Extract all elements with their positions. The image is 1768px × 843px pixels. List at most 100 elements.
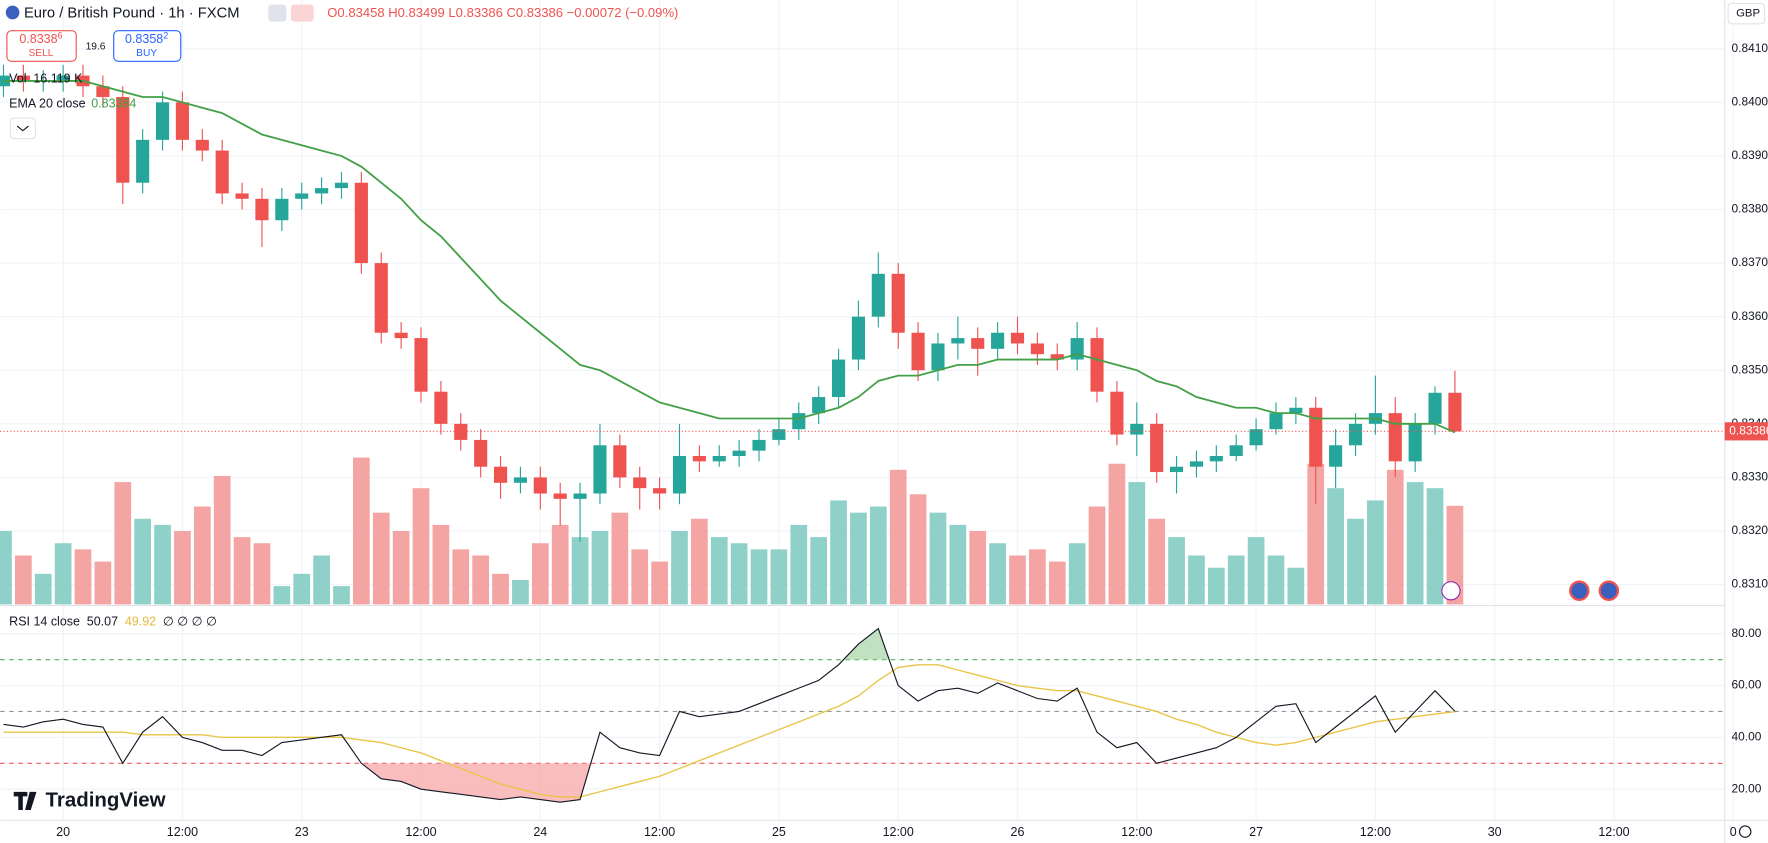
candle-body <box>56 75 70 81</box>
symbol-icon <box>5 5 20 20</box>
sell-button[interactable] <box>6 30 77 62</box>
collapse-button[interactable] <box>9 117 36 140</box>
candle-body <box>334 182 349 189</box>
settings-icon[interactable] <box>1738 825 1752 838</box>
candle-body <box>1150 423 1164 473</box>
candle-body <box>1130 423 1144 435</box>
candle-body <box>235 193 249 199</box>
sell-label: SELL <box>29 48 54 59</box>
candle-body <box>474 439 488 467</box>
x-tick-label: 12:00 <box>167 825 198 839</box>
candle-body <box>692 455 706 462</box>
candle-body <box>1388 413 1402 462</box>
candle-body <box>116 96 130 183</box>
x-tick-label: 23 <box>295 825 309 839</box>
candle-body <box>931 343 945 371</box>
volume-bar <box>989 543 1006 605</box>
candle-body <box>911 332 925 371</box>
x-tick-label: 26 <box>1011 825 1025 839</box>
volume-bar <box>1009 555 1026 605</box>
volume-bar <box>591 531 609 605</box>
candle-body <box>613 445 627 478</box>
candle-body <box>792 413 806 430</box>
rsi-title: RSI 14 close <box>9 615 80 629</box>
volume-legend: Vol 16.119 K <box>9 72 83 86</box>
event-icon[interactable] <box>1569 580 1590 602</box>
candle-body <box>1309 407 1323 467</box>
volume-bar <box>1048 561 1066 605</box>
ohlc-legend: O0.83458 H0.83499 L0.83386 C0.83386 −0.0… <box>327 5 678 20</box>
volume-bar <box>492 573 509 605</box>
candle-body <box>971 338 985 349</box>
rsi-ma-last: 49.92 <box>125 615 156 629</box>
candle-body <box>1289 407 1303 414</box>
candle-body <box>1329 445 1343 467</box>
volume-bar <box>889 469 907 605</box>
buy-price: 0.83582 <box>125 31 168 46</box>
volume-bar <box>233 537 251 605</box>
buy-pip: 2 <box>163 31 168 41</box>
volume-bar <box>54 543 72 605</box>
volume-bar <box>15 555 32 605</box>
candle-body <box>1209 455 1223 462</box>
volume-bar <box>253 543 271 605</box>
volume-bar <box>273 586 291 605</box>
volume-bar <box>74 549 92 605</box>
candle-body <box>96 86 110 97</box>
candle-body <box>553 493 567 499</box>
volume-bar <box>631 549 649 605</box>
event-icon[interactable] <box>1598 580 1620 602</box>
rsi-extra: ∅ ∅ ∅ ∅ <box>163 615 217 629</box>
volume-bar <box>651 561 668 605</box>
volume-bar <box>750 549 768 605</box>
icon-button[interactable] <box>268 4 287 22</box>
candle-body <box>1448 392 1462 432</box>
candle-body <box>1428 392 1442 424</box>
candle-body <box>16 75 30 81</box>
candle-body <box>434 391 448 424</box>
volume-bar <box>929 512 947 605</box>
volume-bar <box>392 531 410 605</box>
currency-button[interactable] <box>1727 2 1766 25</box>
x-tick-label: 12:00 <box>883 825 914 839</box>
candle-body <box>155 102 170 140</box>
icon-button[interactable] <box>290 4 314 22</box>
buy-label: BUY <box>136 48 157 59</box>
oversold-fill <box>361 763 591 803</box>
volume-bar <box>1327 488 1344 605</box>
header: Euro / British Pound · 1h · FXCM O0.8345… <box>5 2 1766 838</box>
volume-bar <box>0 531 12 605</box>
sell-price-main: 0.8338 <box>19 32 57 46</box>
volume-bar <box>313 555 330 605</box>
volume-bar <box>710 537 728 605</box>
candle-body <box>1169 466 1184 473</box>
collapse-icon <box>16 125 29 132</box>
volume-bar <box>353 457 370 605</box>
last-price-label: 0.83386 <box>1729 423 1768 437</box>
candle-body <box>712 455 726 462</box>
event-icon[interactable] <box>1441 581 1461 601</box>
volume-bar <box>1207 567 1225 605</box>
volume-name: Vol <box>9 72 26 86</box>
buy-button[interactable] <box>113 30 182 62</box>
volume-bar <box>1108 463 1126 605</box>
overbought-fill <box>843 628 890 660</box>
plot-layer <box>0 64 1725 803</box>
volume-bar <box>790 524 808 605</box>
candle-body <box>1090 338 1104 392</box>
x-tick-label: 12:00 <box>1121 825 1152 839</box>
grid-layer <box>0 0 1734 821</box>
candle-body <box>295 193 309 199</box>
x-tick-label: 24 <box>533 825 547 839</box>
candle-body <box>633 477 647 489</box>
symbol-title: Euro / British Pound · 1h · FXCM <box>24 6 240 22</box>
ema-last: 0.83384 <box>91 97 136 111</box>
candle-body <box>772 429 786 440</box>
volume-bar <box>193 506 211 605</box>
